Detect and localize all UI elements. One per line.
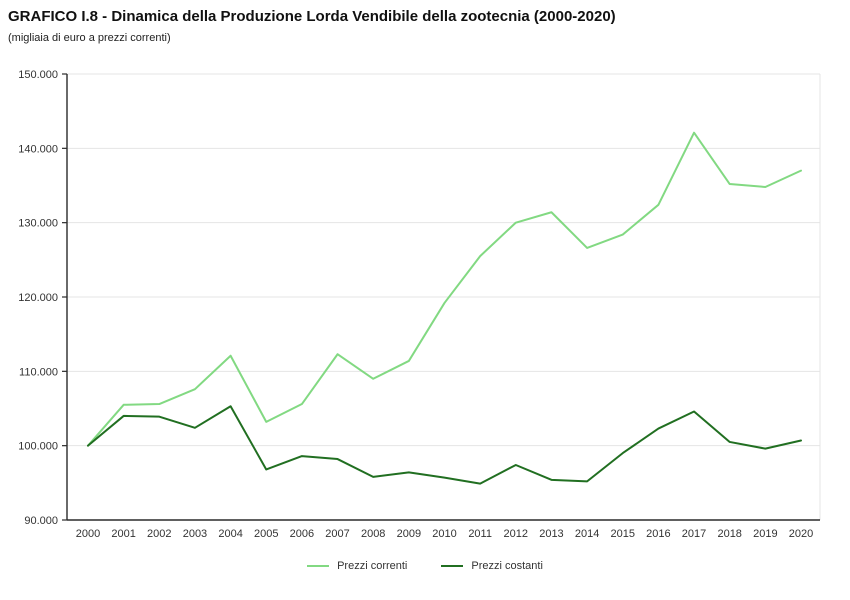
- y-axis-label: 130.000: [18, 218, 58, 230]
- y-axis-label: 120.000: [18, 292, 58, 304]
- y-axis-label: 140.000: [18, 143, 58, 155]
- x-axis-label: 2008: [361, 528, 385, 540]
- x-axis-label: 2003: [183, 528, 207, 540]
- y-axis-label: 150.000: [18, 69, 58, 81]
- x-axis-label: 2016: [646, 528, 670, 540]
- legend-line-swatch-correnti: [307, 565, 330, 567]
- x-axis-label: 2013: [539, 528, 563, 540]
- y-axis-label: 110.000: [19, 366, 58, 378]
- x-axis-label: 2007: [325, 528, 349, 540]
- series-line-prezzi-correnti: [87, 131, 802, 447]
- y-axis-label: 90.000: [24, 515, 58, 527]
- legend-item-prezzi-costanti: Prezzi costanti: [441, 560, 543, 572]
- x-axis-label: 2001: [111, 528, 135, 540]
- x-axis-label: 2000: [76, 528, 100, 540]
- x-axis-label: 2019: [753, 528, 777, 540]
- series-line-prezzi-costanti: [87, 405, 802, 485]
- x-axis-label: 2017: [682, 528, 706, 540]
- x-axis-label: 2018: [717, 528, 741, 540]
- legend-item-prezzi-correnti: Prezzi correnti: [307, 560, 407, 572]
- x-axis-label: 2009: [397, 528, 421, 540]
- x-axis-label: 2010: [432, 528, 456, 540]
- chart-subtitle: (migliaia di euro a prezzi correnti): [8, 32, 171, 44]
- x-axis-label: 2006: [290, 528, 314, 540]
- legend-label-prezzi-correnti: Prezzi correnti: [337, 560, 408, 572]
- x-axis-label: 2005: [254, 528, 278, 540]
- y-axis-label: 100.000: [18, 441, 58, 453]
- x-axis-label: 2015: [611, 528, 635, 540]
- x-axis-label: 2011: [468, 528, 492, 540]
- x-axis-label: 2012: [504, 528, 528, 540]
- chart-title: GRAFICO I.8 - Dinamica della Produzione …: [8, 8, 616, 25]
- legend-line-swatch-costanti: [441, 565, 464, 567]
- chart-legend: Prezzi correnti Prezzi costanti: [0, 560, 850, 572]
- x-axis-label: 2004: [218, 528, 242, 540]
- x-axis-label: 2020: [789, 528, 813, 540]
- legend-label-prezzi-costanti: Prezzi costanti: [471, 560, 543, 572]
- x-axis-label: 2002: [147, 528, 171, 540]
- x-axis-label: 2014: [575, 528, 599, 540]
